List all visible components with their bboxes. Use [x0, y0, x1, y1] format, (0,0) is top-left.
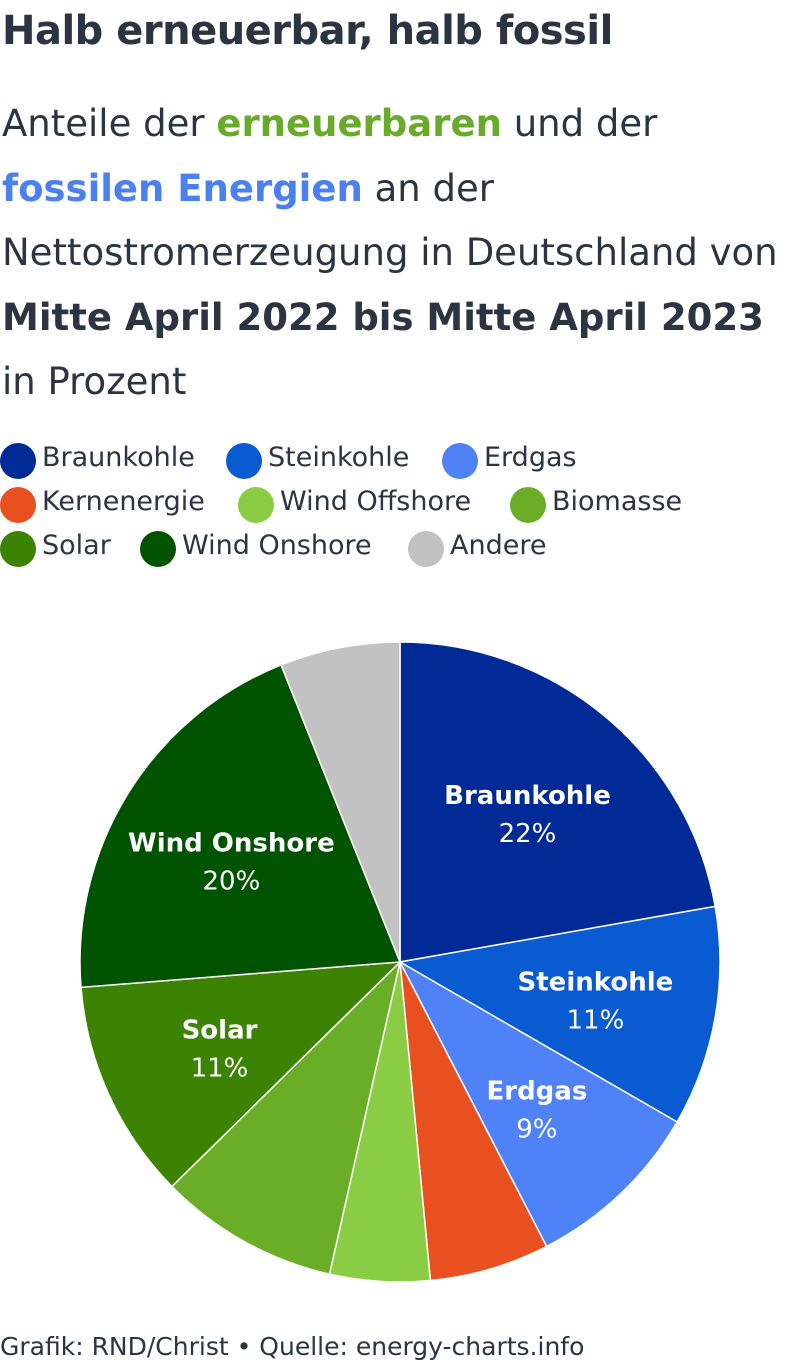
data-label-braunkohle: Braunkohle 22% [444, 781, 611, 849]
legend-label: Wind Onshore [182, 530, 372, 561]
legend-swatch-icon [140, 531, 176, 567]
data-label-name: Wind Onshore [128, 828, 335, 858]
legend-label: Solar [42, 530, 111, 561]
data-label-name: Solar [182, 1015, 258, 1045]
legend-swatch-icon [408, 531, 444, 567]
pie-slice-kernenergie[interactable] [399, 961, 548, 1282]
legend-swatch-icon [226, 443, 262, 479]
subtitle-text-4: in Prozent [2, 360, 187, 403]
legend-label: Steinkohle [268, 442, 410, 473]
pie-chart: Braunkohle 22% Steinkohle 11% Erdgas 9% Solar 1… [79, 641, 721, 1283]
data-label-name: Steinkohle [518, 968, 674, 998]
pie-data-labels: Braunkohle 22% Steinkohle 11% Erdgas 9% Solar 1… [128, 781, 673, 1145]
legend-label: Andere [450, 530, 547, 561]
chart-title: Halb erneuerbar, halb fossil [2, 8, 613, 54]
legend-swatch-icon [510, 487, 546, 523]
legend-swatch-icon [0, 487, 36, 523]
pie-slice-solar[interactable] [80, 961, 402, 1188]
pie-slice-erdgas[interactable] [398, 960, 679, 1248]
source-credit: Grafik: RND/Christ • Quelle: energy-char… [0, 1332, 585, 1361]
legend-swatch-icon [442, 443, 478, 479]
data-label-value: 11% [191, 1053, 249, 1083]
legend-label: Kernenergie [42, 486, 205, 517]
pie-slice-wind-onshore[interactable] [79, 663, 402, 989]
data-label-name: Erdgas [486, 1077, 587, 1107]
legend-row: Braunkohle Steinkohle Erdgas [0, 436, 800, 480]
legend-swatch-icon [0, 443, 36, 479]
legend-label: Wind Offshore [280, 486, 472, 517]
data-label-value: 22% [499, 819, 557, 849]
data-label-value: 9% [516, 1115, 557, 1145]
subtitle-text-1: Anteile der [2, 102, 217, 145]
data-label-solar: Solar 11% [182, 1015, 258, 1083]
pie-slice-biomasse[interactable] [170, 959, 402, 1276]
pie-slice-steinkohle[interactable] [397, 905, 721, 1124]
pie-slice-braunkohle[interactable] [399, 641, 717, 963]
subtitle-text-2: und der [501, 102, 658, 145]
chart-legend: Braunkohle Steinkohle Erdgas Kernenergie… [0, 436, 800, 568]
legend-label: Braunkohle [42, 442, 195, 473]
legend-row: Kernenergie Wind Offshore Biomasse [0, 480, 800, 524]
subtitle-period: Mitte April 2022 bis Mitte April 2023 [2, 295, 764, 339]
subtitle-renewable-highlight: erneuerbaren [216, 102, 502, 145]
subtitle-text-3: an der Nettostromerzeugung in Deutschlan… [2, 166, 778, 275]
pie-slice-andere[interactable] [280, 641, 401, 963]
data-label-wind-onshore: Wind Onshore 20% [128, 828, 335, 896]
subtitle-fossil-highlight: fossilen Energien [2, 166, 363, 210]
data-label-name: Braunkohle [444, 781, 611, 811]
chart-subtitle: Anteile der erneuerbaren und der fossile… [2, 92, 792, 415]
legend-label: Biomasse [552, 486, 683, 517]
data-label-value: 20% [203, 866, 261, 896]
data-label-erdgas: Erdgas 9% [486, 1077, 587, 1145]
pie-slices [79, 641, 721, 1283]
legend-row: Solar Wind Onshore Andere [0, 524, 800, 568]
legend-swatch-icon [238, 487, 274, 523]
data-label-steinkohle: Steinkohle 11% [518, 968, 674, 1036]
legend-swatch-icon [0, 531, 36, 567]
legend-label: Erdgas [484, 442, 577, 473]
data-label-value: 11% [567, 1006, 625, 1036]
